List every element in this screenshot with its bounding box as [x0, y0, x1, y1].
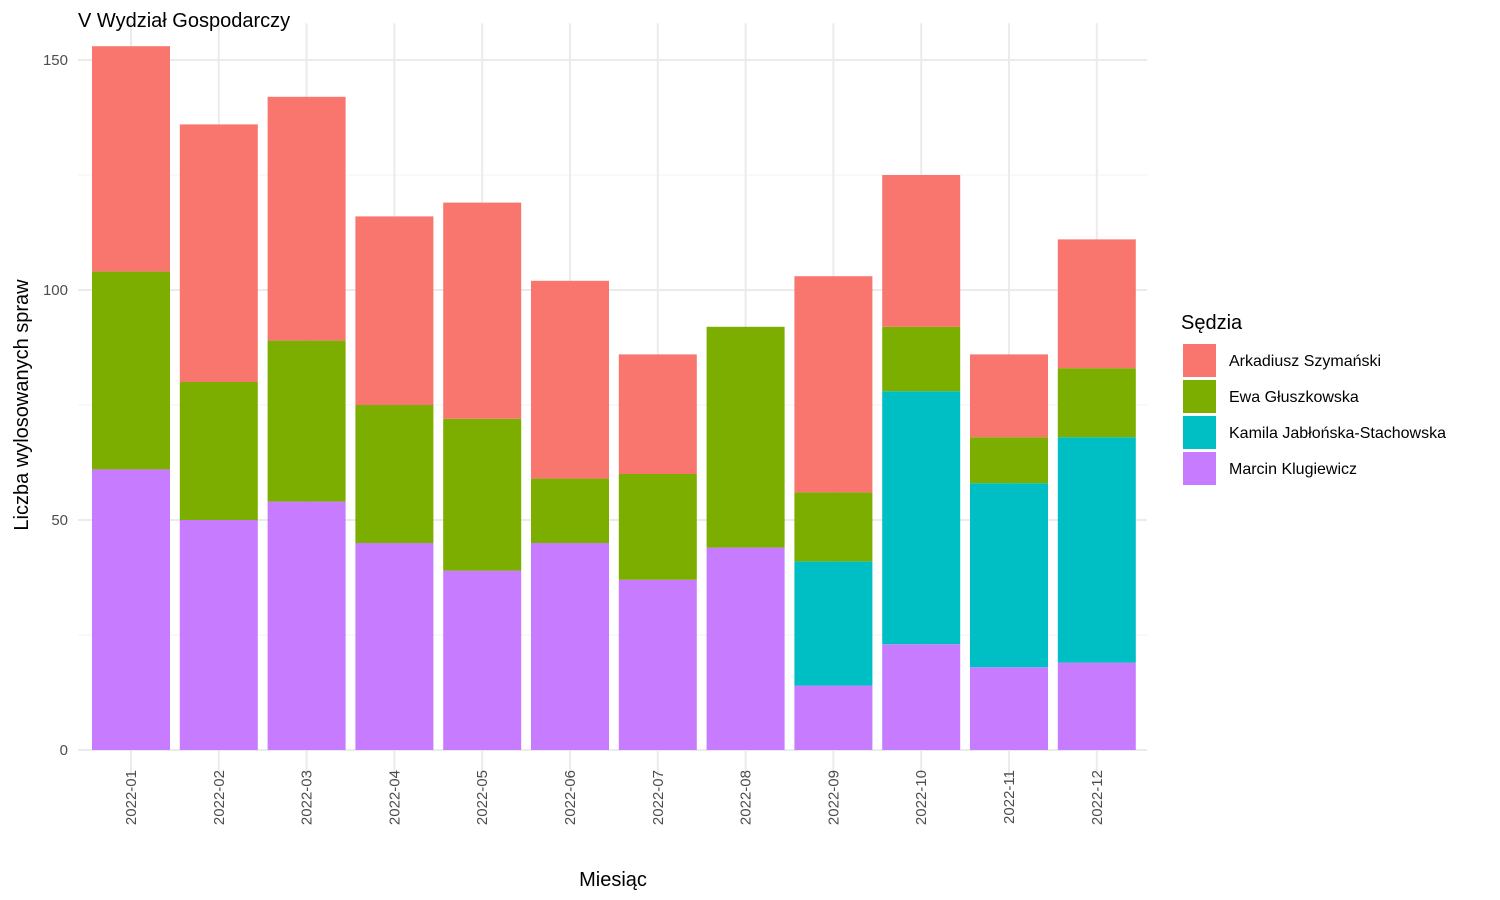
chart-title: V Wydział Gospodarczy — [78, 10, 290, 32]
x-tick-label: 2022-11 — [1001, 770, 1018, 824]
legend-label: Marcin Klugiewicz — [1229, 461, 1357, 478]
bar-segment — [179, 520, 258, 750]
bar-segment — [882, 326, 961, 392]
y-axis-title: Liczba wylosowanych spraw — [11, 279, 33, 531]
y-tick-label: 50 — [51, 512, 68, 529]
legend-label: Ewa Głuszkowska — [1229, 389, 1359, 406]
y-tick-label: 150 — [43, 52, 68, 69]
bar-segment — [970, 483, 1048, 668]
bar-segment — [1057, 437, 1136, 663]
bar-segment — [531, 280, 609, 479]
x-axis-ticks: 2022-01 2022-02 2022-03 2022-04 2022-05 2022-… — [123, 770, 1106, 825]
x-tick-label: 2022-07 — [650, 770, 667, 825]
legend-key — [1183, 416, 1216, 449]
x-tick-label: 2022-04 — [386, 770, 403, 825]
bar-segment — [706, 326, 785, 548]
y-tick-label: 100 — [43, 282, 68, 299]
y-axis-ticks: 0 50 100 150 — [43, 52, 68, 759]
bar-segment — [355, 543, 434, 750]
bar-segment — [443, 202, 522, 419]
bar-segment — [882, 175, 961, 327]
legend-key — [1183, 380, 1216, 413]
legend-label: Kamila Jabłońska-Stachowska — [1229, 425, 1446, 442]
y-tick-label: 0 — [60, 742, 68, 759]
bar-segment — [92, 271, 170, 470]
bar-segment — [267, 96, 346, 341]
bar-segment — [794, 561, 873, 686]
bar-segment — [1057, 662, 1136, 750]
legend-label: Arkadiusz Szymański — [1229, 353, 1381, 370]
bar-segment — [794, 685, 873, 750]
bar-segment — [531, 543, 609, 750]
bar-segment — [179, 382, 258, 520]
bar-segment — [970, 437, 1048, 484]
bar-segment — [267, 501, 346, 750]
x-axis-title: Miesiąc — [579, 869, 647, 891]
bars — [92, 46, 1136, 750]
legend-title: Sędzia — [1181, 312, 1243, 334]
bar-segment — [970, 667, 1048, 750]
bar-segment — [1057, 368, 1136, 438]
x-tick-label: 2022-03 — [299, 770, 316, 825]
bar-segment — [1057, 239, 1136, 369]
x-tick-label: 2022-09 — [825, 770, 842, 825]
x-tick-label: 2022-06 — [562, 770, 579, 825]
bar-segment — [882, 391, 961, 645]
bar-segment — [443, 570, 522, 750]
bar-segment — [92, 469, 170, 750]
bar-segment — [794, 276, 873, 493]
bar-segment — [970, 354, 1048, 438]
bar-segment — [618, 354, 697, 474]
legend: Sędzia Arkadiusz Szymański Ewa Głuszkowsk… — [1181, 312, 1446, 485]
legend-key — [1183, 344, 1216, 377]
bar-segment — [706, 547, 785, 750]
x-tick-label: 2022-12 — [1089, 770, 1106, 825]
bar-segment — [618, 474, 697, 580]
bar-segment — [531, 478, 609, 543]
x-tick-label: 2022-02 — [211, 770, 228, 825]
bar-segment — [443, 418, 522, 571]
x-tick-label: 2022-08 — [738, 770, 755, 825]
bar-segment — [355, 405, 434, 543]
x-tick-label: 2022-10 — [913, 770, 930, 825]
bar-segment — [267, 340, 346, 502]
bar-segment — [882, 644, 961, 750]
x-tick-label: 2022-05 — [474, 770, 491, 825]
legend-key — [1183, 452, 1216, 485]
x-tick-label: 2022-01 — [123, 770, 140, 825]
bar-segment — [92, 46, 170, 272]
bar-segment — [618, 579, 697, 750]
bar-segment — [794, 492, 873, 562]
bar-segment — [179, 124, 258, 383]
bar-segment — [355, 216, 434, 405]
